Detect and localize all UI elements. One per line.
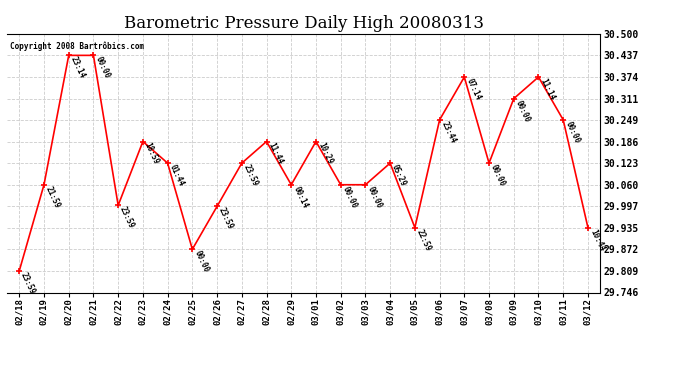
Text: 23:59: 23:59 [241, 163, 259, 188]
Text: 00:00: 00:00 [193, 249, 210, 274]
Text: 00:00: 00:00 [489, 163, 507, 188]
Text: 00:14: 00:14 [291, 185, 309, 210]
Text: 00:00: 00:00 [93, 56, 111, 80]
Text: Copyright 2008 Bartrôbics.com: Copyright 2008 Bartrôbics.com [10, 42, 144, 51]
Text: 11:44: 11:44 [266, 141, 284, 166]
Text: 01:44: 01:44 [168, 163, 186, 188]
Text: 10:44: 10:44 [588, 228, 606, 252]
Text: 21:59: 21:59 [44, 185, 62, 210]
Text: 23:44: 23:44 [440, 120, 457, 145]
Text: 00:00: 00:00 [514, 99, 532, 123]
Text: 18:59: 18:59 [143, 141, 161, 166]
Text: 23:59: 23:59 [118, 206, 136, 230]
Text: 05:29: 05:29 [390, 163, 408, 188]
Text: 00:00: 00:00 [563, 120, 581, 145]
Text: 22:59: 22:59 [415, 228, 433, 252]
Text: 11:14: 11:14 [538, 77, 556, 102]
Text: 00:00: 00:00 [366, 185, 384, 210]
Text: 23:59: 23:59 [217, 206, 235, 231]
Text: 07:14: 07:14 [464, 77, 482, 102]
Text: 00:00: 00:00 [341, 185, 359, 210]
Text: 23:14: 23:14 [69, 56, 87, 80]
Text: 10:29: 10:29 [316, 141, 334, 166]
Title: Barometric Pressure Daily High 20080313: Barometric Pressure Daily High 20080313 [124, 15, 484, 32]
Text: 23:59: 23:59 [19, 271, 37, 296]
